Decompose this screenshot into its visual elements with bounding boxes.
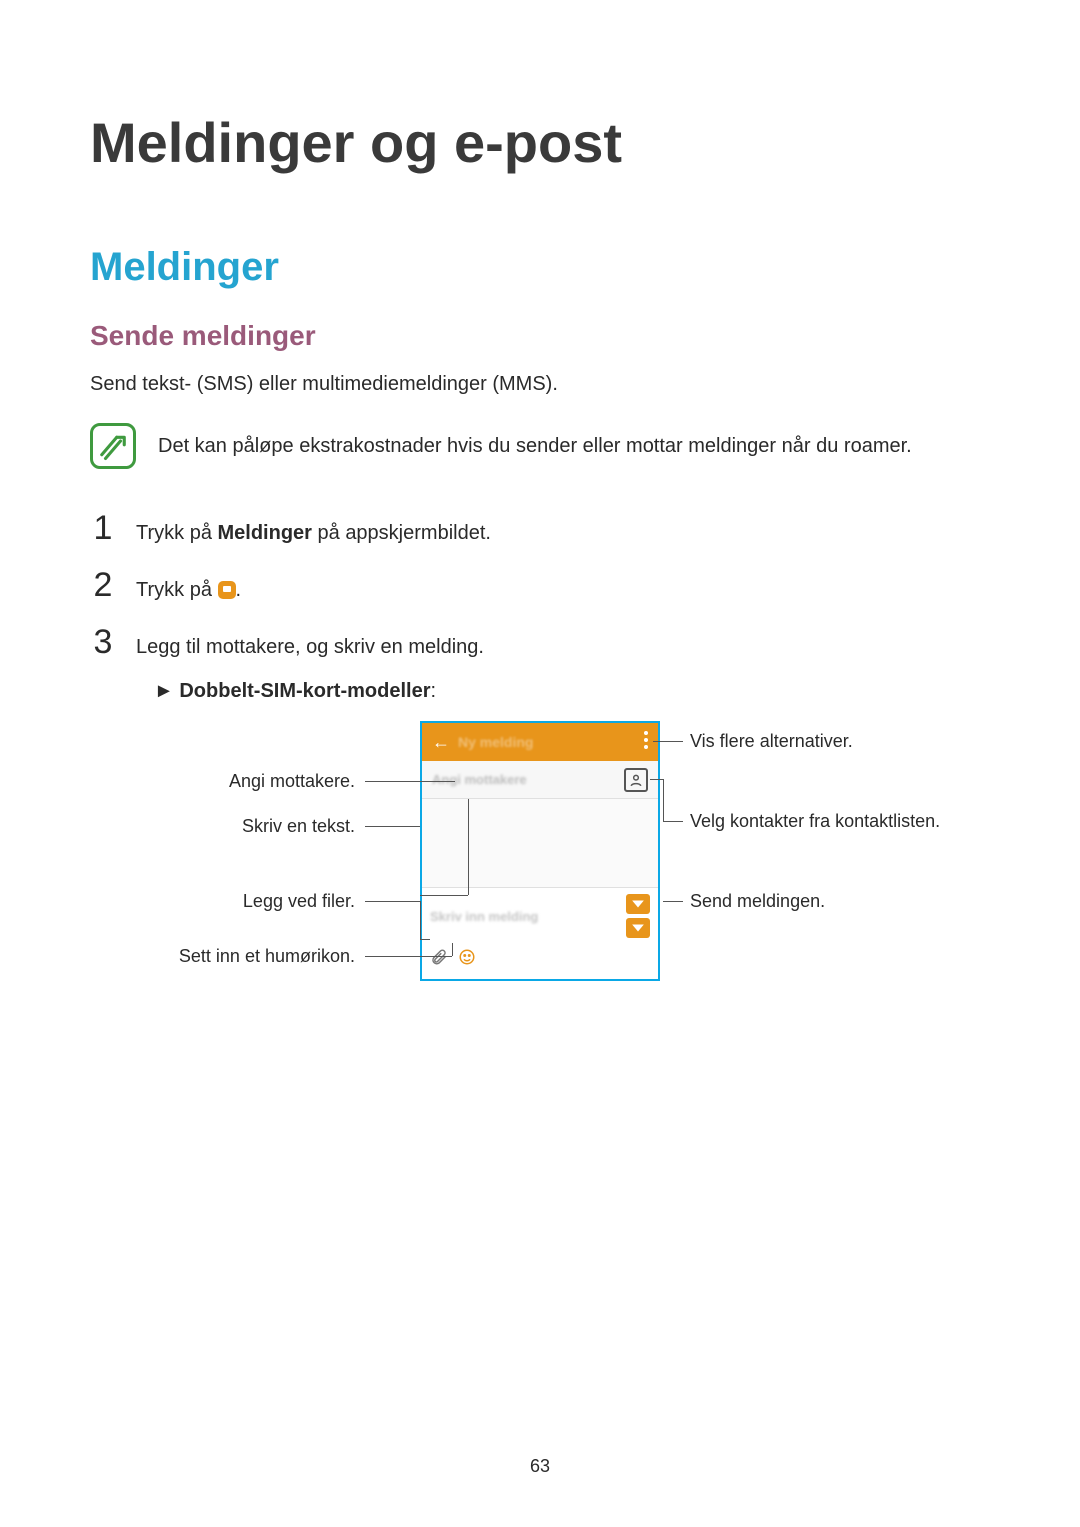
page-title: Meldinger og e-post	[90, 110, 990, 175]
step-1-text: Trykk på Meldinger på appskjermbildet.	[136, 518, 491, 548]
attachment-icon	[430, 948, 448, 971]
step-1: 1 Trykk på Meldinger på appskjermbildet.	[90, 509, 990, 548]
lead-line	[400, 956, 452, 957]
phone-mockup: ← Ny melding Angi mottakere Skriv inn me…	[420, 721, 660, 981]
intro-text: Send tekst- (SMS) eller multimediemeldin…	[90, 370, 990, 399]
callout-recipients: Angi mottakere.	[195, 771, 355, 792]
lead-line	[663, 779, 664, 821]
lead-line	[420, 901, 421, 939]
compose-placeholder: Skriv inn melding	[430, 909, 620, 924]
phone-header: ← Ny melding	[422, 723, 658, 761]
lead-line	[365, 826, 420, 827]
step-2-text: Trykk på .	[136, 575, 241, 605]
lead-line	[452, 943, 453, 956]
emoji-icon	[458, 948, 476, 971]
page-number: 63	[0, 1456, 1080, 1477]
phone-header-title: Ny melding	[458, 734, 533, 750]
lead-line	[365, 901, 420, 902]
lead-line	[420, 895, 468, 896]
contact-picker-icon	[624, 768, 648, 792]
callout-contacts: Velg kontakter fra kontaktlisten.	[690, 811, 940, 832]
callout-send: Send meldingen.	[690, 891, 825, 912]
callout-emoji: Sett inn et humørikon.	[135, 946, 355, 967]
step-2-post: .	[236, 579, 242, 601]
note-icon	[90, 423, 136, 469]
step-1-pre: Trykk på	[136, 522, 218, 544]
lead-line	[468, 799, 469, 895]
callout-attach: Legg ved filer.	[195, 891, 355, 912]
step-2-pre: Trykk på	[136, 579, 218, 601]
callout-text: Skriv en tekst.	[195, 816, 355, 837]
lead-line	[650, 779, 663, 780]
step-1-bold: Meldinger	[218, 522, 312, 544]
step-3-sub: ► Dobbelt-SIM-kort-modeller:	[90, 680, 990, 703]
section-heading-meldinger: Meldinger	[90, 245, 990, 290]
recipients-row: Angi mottakere	[422, 761, 658, 799]
lead-line	[420, 939, 430, 940]
step-2: 2 Trykk på .	[90, 566, 990, 605]
step-number-2: 2	[90, 566, 116, 605]
compose-icon	[218, 581, 236, 599]
step-number-1: 1	[90, 509, 116, 548]
back-arrow-icon: ←	[432, 732, 450, 753]
step-3: 3 Legg til mottakere, og skriv en meldin…	[90, 623, 990, 662]
send-sim2-icon	[626, 918, 650, 938]
note-box: Det kan påløpe ekstrakostnader hvis du s…	[90, 423, 990, 469]
annotated-diagram: ← Ny melding Angi mottakere Skriv inn me…	[90, 721, 990, 1021]
callout-more: Vis flere alternativer.	[690, 731, 853, 752]
lead-line	[663, 901, 683, 902]
sub-marker: ►	[154, 680, 179, 702]
sub-colon: :	[430, 680, 436, 702]
recipients-placeholder: Angi mottakere	[432, 772, 527, 787]
compose-icon-row	[422, 944, 658, 979]
lead-line	[365, 781, 455, 782]
manual-page: Meldinger og e-post Meldinger Sende meld…	[0, 0, 1080, 1527]
step-number-3: 3	[90, 623, 116, 662]
lead-line	[663, 821, 683, 822]
step-1-post: på appskjermbildet.	[312, 522, 491, 544]
message-body-area	[422, 799, 658, 887]
subsection-heading-sende: Sende meldinger	[90, 320, 990, 352]
send-sim1-icon	[626, 894, 650, 914]
sub-bold: Dobbelt-SIM-kort-modeller	[179, 680, 430, 702]
note-text: Det kan påløpe ekstrakostnader hvis du s…	[158, 432, 912, 461]
send-buttons	[626, 894, 650, 938]
more-options-icon	[644, 731, 648, 749]
lead-line	[365, 956, 400, 957]
lead-line	[653, 741, 683, 742]
step-3-text: Legg til mottakere, og skriv en melding.	[136, 632, 484, 662]
